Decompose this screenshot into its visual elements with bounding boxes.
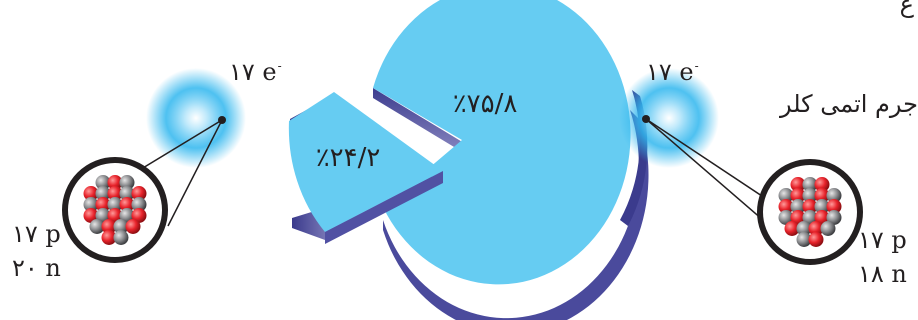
neutron-ball xyxy=(814,199,830,214)
electrons-symbol-right: e xyxy=(679,58,694,86)
neutron-ball xyxy=(95,175,111,190)
caption-top-fragment: ع xyxy=(899,0,914,18)
neutron-ball xyxy=(107,197,123,212)
neutron-ball xyxy=(778,210,794,225)
neutron-ball xyxy=(802,210,818,225)
neutron-ball xyxy=(826,188,842,203)
neutron-ball xyxy=(95,186,111,201)
proton-ball xyxy=(131,208,147,223)
chlorine-atomic-mass-caption: جرم اتمی کلر xyxy=(779,90,918,118)
neutron-ball xyxy=(796,232,812,247)
proton-ball xyxy=(790,177,806,192)
pie-large-slice xyxy=(373,0,631,285)
proton-ball xyxy=(107,186,123,201)
proton-ball xyxy=(826,199,842,214)
neutron-ball xyxy=(113,219,129,234)
pie-small-slice-label: ٪۲۴/۲ xyxy=(316,143,381,173)
proton-ball xyxy=(107,208,123,223)
neutron-ball xyxy=(119,186,135,201)
pie-small-slice-edge xyxy=(325,171,443,244)
zoom-line-right-1 xyxy=(645,118,769,201)
electrons-label-left: ۱۷ e- xyxy=(229,60,282,84)
proton-ball xyxy=(814,188,830,203)
pie-small-slice xyxy=(288,92,443,232)
proton-ball xyxy=(125,219,141,234)
isotope-left xyxy=(62,68,246,263)
neutron-ball xyxy=(796,221,812,236)
protons-label-left: ۱۷ p xyxy=(12,220,61,248)
proton-ball xyxy=(778,199,794,214)
proton-ball xyxy=(131,186,147,201)
neutrons-label-left: ۲۰ n xyxy=(12,254,61,282)
proton-ball xyxy=(784,221,800,236)
neutron-ball xyxy=(119,208,135,223)
neutron-ball xyxy=(95,208,111,223)
neutron-ball xyxy=(89,219,105,234)
proton-ball xyxy=(814,210,830,225)
zoom-line-left-2 xyxy=(167,119,223,227)
electrons-number-right: ۱۷ xyxy=(646,58,672,86)
proton-ball xyxy=(107,175,123,190)
electrons-charge-left: - xyxy=(277,59,282,73)
proton-ball xyxy=(790,210,806,225)
electrons-number-left: ۱۷ xyxy=(229,58,255,86)
proton-ball xyxy=(119,197,135,212)
nucleus-left xyxy=(83,175,147,245)
proton-ball xyxy=(95,197,111,212)
proton-ball xyxy=(790,188,806,203)
neutron-ball xyxy=(83,197,99,212)
neutron-ball xyxy=(113,230,129,245)
neutron-ball xyxy=(119,175,135,190)
neutron-ball xyxy=(790,199,806,214)
pie-large-slice-label: ٪۷۵/۸ xyxy=(453,89,518,119)
electron-cloud-left xyxy=(146,68,246,168)
electrons-charge-right: - xyxy=(694,59,699,73)
nucleus-dot-right xyxy=(642,115,650,123)
proton-ball xyxy=(802,199,818,214)
proton-ball xyxy=(101,219,117,234)
pie-chart xyxy=(288,0,649,320)
neutron-ball xyxy=(826,210,842,225)
neutrons-label-right: ۱۸ n xyxy=(858,260,907,288)
neutron-ball xyxy=(802,177,818,192)
proton-ball xyxy=(83,208,99,223)
neutron-ball xyxy=(820,221,836,236)
electron-cloud-right xyxy=(619,68,719,168)
proton-ball xyxy=(814,177,830,192)
electrons-symbol-left: e xyxy=(262,58,277,86)
neutron-ball xyxy=(802,188,818,203)
proton-ball xyxy=(101,230,117,245)
proton-ball xyxy=(83,186,99,201)
protons-label-right: ۱۷ p xyxy=(858,226,907,254)
neutron-ball xyxy=(131,197,147,212)
isotope-right xyxy=(619,68,863,265)
nucleus-right xyxy=(778,177,842,247)
electrons-label-right: ۱۷ e- xyxy=(646,60,699,84)
neutron-ball xyxy=(778,188,794,203)
proton-ball xyxy=(808,232,824,247)
nucleus-dot-left xyxy=(218,116,226,124)
pie-large-slice-side xyxy=(373,88,464,210)
proton-ball xyxy=(808,221,824,236)
